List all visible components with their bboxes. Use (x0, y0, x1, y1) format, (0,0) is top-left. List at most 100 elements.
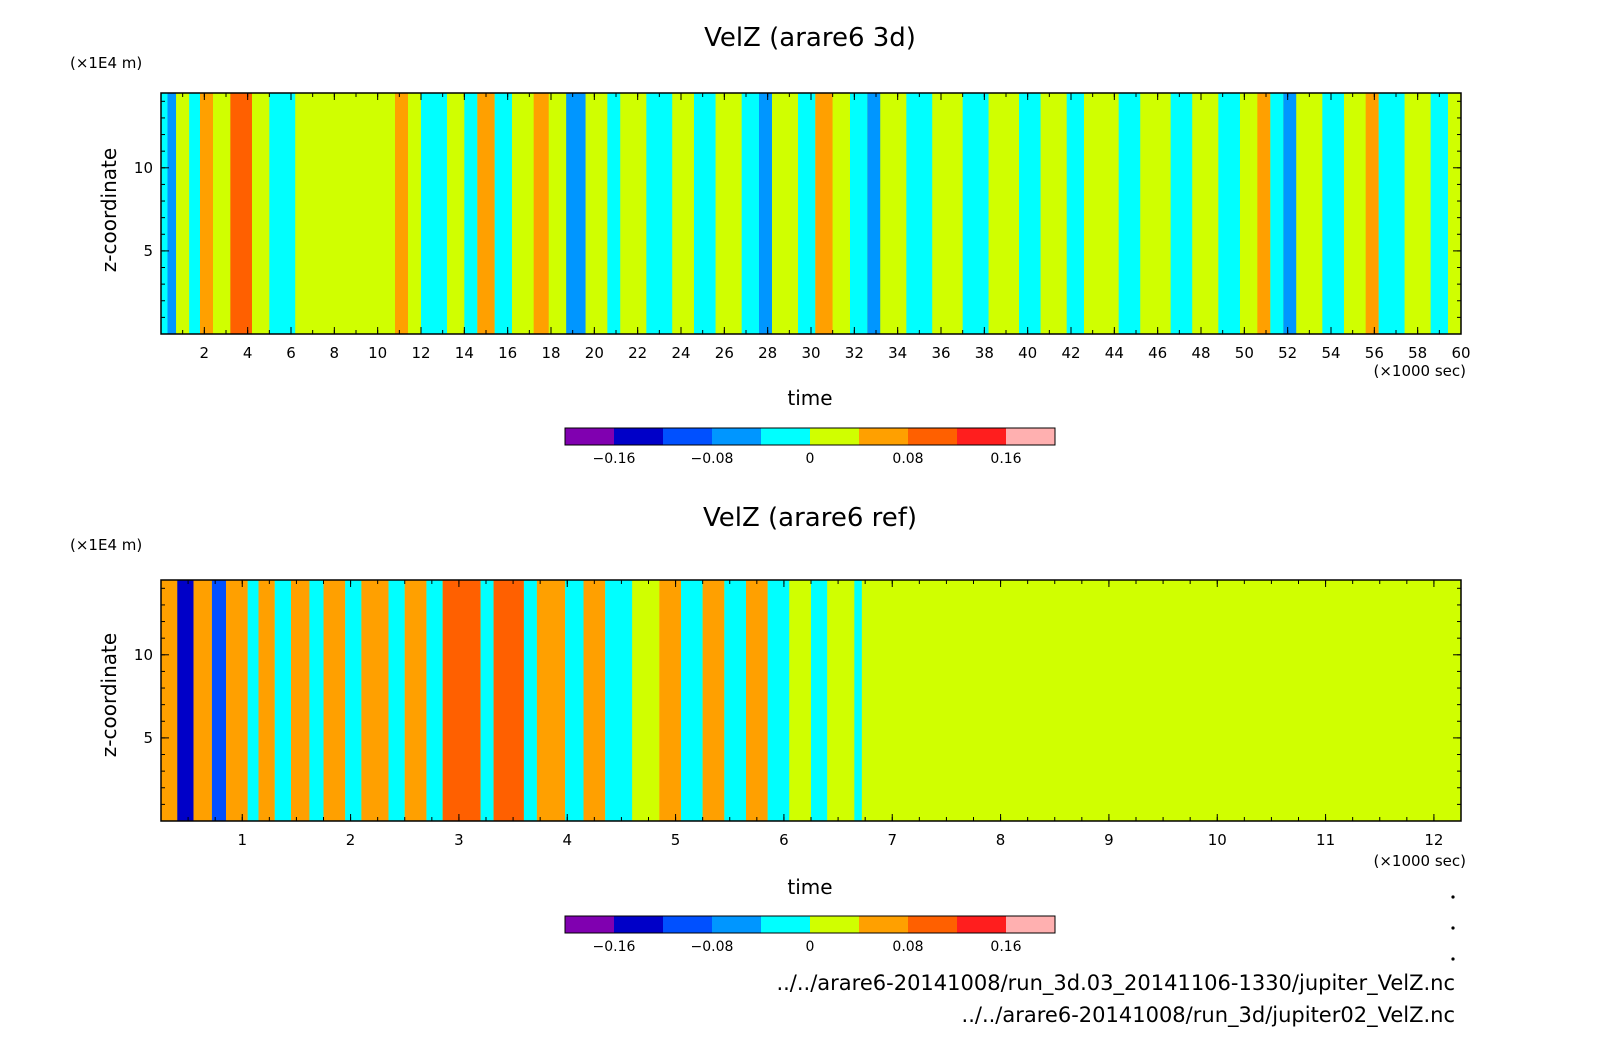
contour-band (605, 580, 633, 821)
contour-band (906, 93, 933, 334)
x-tick-label: 38 (975, 344, 994, 362)
contour-band (932, 93, 963, 334)
colorbar-tick-label: −0.08 (691, 451, 734, 467)
colorbar-swatch (761, 916, 810, 933)
x-tick-label: 12 (411, 344, 430, 362)
colorbar-swatch (565, 916, 614, 933)
colorbar-swatch (859, 916, 908, 933)
contour-band (565, 580, 584, 821)
colorbar-swatch (614, 428, 663, 445)
chart-title: VelZ (arare6 3d) (704, 23, 916, 53)
contour-band (361, 580, 389, 821)
x-axis-label: time (787, 875, 832, 899)
contour-band (672, 93, 694, 334)
x-tick-label: 24 (671, 344, 690, 362)
x-tick-label: 18 (541, 344, 560, 362)
contour-band (767, 580, 790, 821)
contour-band (323, 580, 346, 821)
contour-band (447, 93, 465, 334)
contour-band (832, 93, 850, 334)
contour-band (512, 93, 534, 334)
x-tick-label: 12 (1424, 831, 1443, 849)
colorbar-swatch (614, 916, 663, 933)
contour-band (1170, 93, 1193, 334)
contour-band (1118, 93, 1141, 334)
colorbar-tick-label: 0.08 (892, 939, 923, 955)
colorbar: −0.16 −0.08 0 0.08 0.16 (564, 427, 1056, 467)
x-tick-label: 2 (200, 344, 210, 362)
contour-band (1040, 93, 1067, 334)
x-tick-label: 48 (1191, 344, 1210, 362)
colorbar-frame (564, 915, 1056, 934)
contour-band (421, 93, 447, 334)
panel-3d: VelZ (arare6 3d) (×1E4 m) 2 4 6 8 10 12 14 16 18… (70, 23, 1471, 467)
x-unit-label: (×1000 sec) (1373, 362, 1466, 380)
contour-band (746, 580, 768, 821)
contour-band (1344, 93, 1366, 334)
contour-band (1084, 93, 1119, 334)
x-tick-label: 28 (758, 344, 777, 362)
y-tick-label: 5 (143, 729, 153, 747)
colorbar-tick-label: −0.16 (593, 939, 636, 955)
contour-band (345, 580, 362, 821)
x-tick-label: 32 (845, 344, 864, 362)
contour-band (200, 93, 213, 334)
contour-band (681, 580, 703, 821)
contour-band (1448, 93, 1461, 334)
x-tick-label: 3 (454, 831, 464, 849)
contour-band (724, 580, 746, 821)
panel-ref: VelZ (arare6 ref) (×1E4 m) 1 2 3 4 5 6 7 8 9 10 11… (70, 503, 1466, 955)
contour-band (827, 580, 855, 821)
y-unit-label: (×1E4 m) (70, 536, 142, 554)
x-axis-label: time (787, 386, 832, 410)
colorbar-swatch (761, 428, 810, 445)
x-tick-label: 42 (1061, 344, 1080, 362)
x-tick-label: 52 (1278, 344, 1297, 362)
contour-band (759, 93, 772, 334)
contour-band (395, 93, 408, 334)
contour-band (442, 580, 481, 821)
contour-band (962, 93, 989, 334)
contour-band (211, 580, 226, 821)
contour-band (1430, 93, 1448, 334)
contour-band (161, 580, 178, 821)
x-tick-label: 4 (562, 831, 572, 849)
contour-band (477, 93, 495, 334)
colorbar-swatch (859, 428, 908, 445)
contour-band (815, 93, 833, 334)
file-path-1: ../../arare6-20141008/run_3d.03_20141106… (776, 971, 1455, 996)
contour-band (789, 580, 811, 821)
contour-band (291, 580, 310, 821)
contour-band (295, 93, 395, 334)
colorbar-tick-label: 0.16 (990, 451, 1021, 467)
x-tick-label: 6 (779, 831, 789, 849)
contour-band (258, 580, 275, 821)
contour-band (1257, 93, 1271, 334)
contour-band (193, 580, 212, 821)
x-tick-label: 34 (888, 344, 907, 362)
colorbar-swatch (1006, 428, 1055, 445)
contour-band (988, 93, 1019, 334)
x-tick-label: 58 (1408, 344, 1427, 362)
contour-band (566, 93, 586, 334)
colorbar-swatch (565, 428, 614, 445)
contour-band (1283, 93, 1297, 334)
contour-band (464, 93, 478, 334)
contour-band (536, 580, 566, 821)
x-tick-label: 26 (715, 344, 734, 362)
colorbar-swatch (957, 428, 1006, 445)
colorbar-frame (564, 427, 1056, 446)
contour-band (494, 93, 512, 334)
y-tick-label: 10 (134, 646, 153, 664)
contour-band (408, 93, 421, 334)
contour-band (493, 580, 524, 821)
colorbar-tick-label: 0.08 (892, 451, 923, 467)
x-tick-label: 36 (931, 344, 950, 362)
x-tick-label: 10 (1208, 831, 1227, 849)
x-tick-label: 22 (628, 344, 647, 362)
x-tick-label: 1 (237, 831, 247, 849)
y-axis-label: z-coordinate (97, 148, 121, 272)
contour-band (269, 93, 296, 334)
